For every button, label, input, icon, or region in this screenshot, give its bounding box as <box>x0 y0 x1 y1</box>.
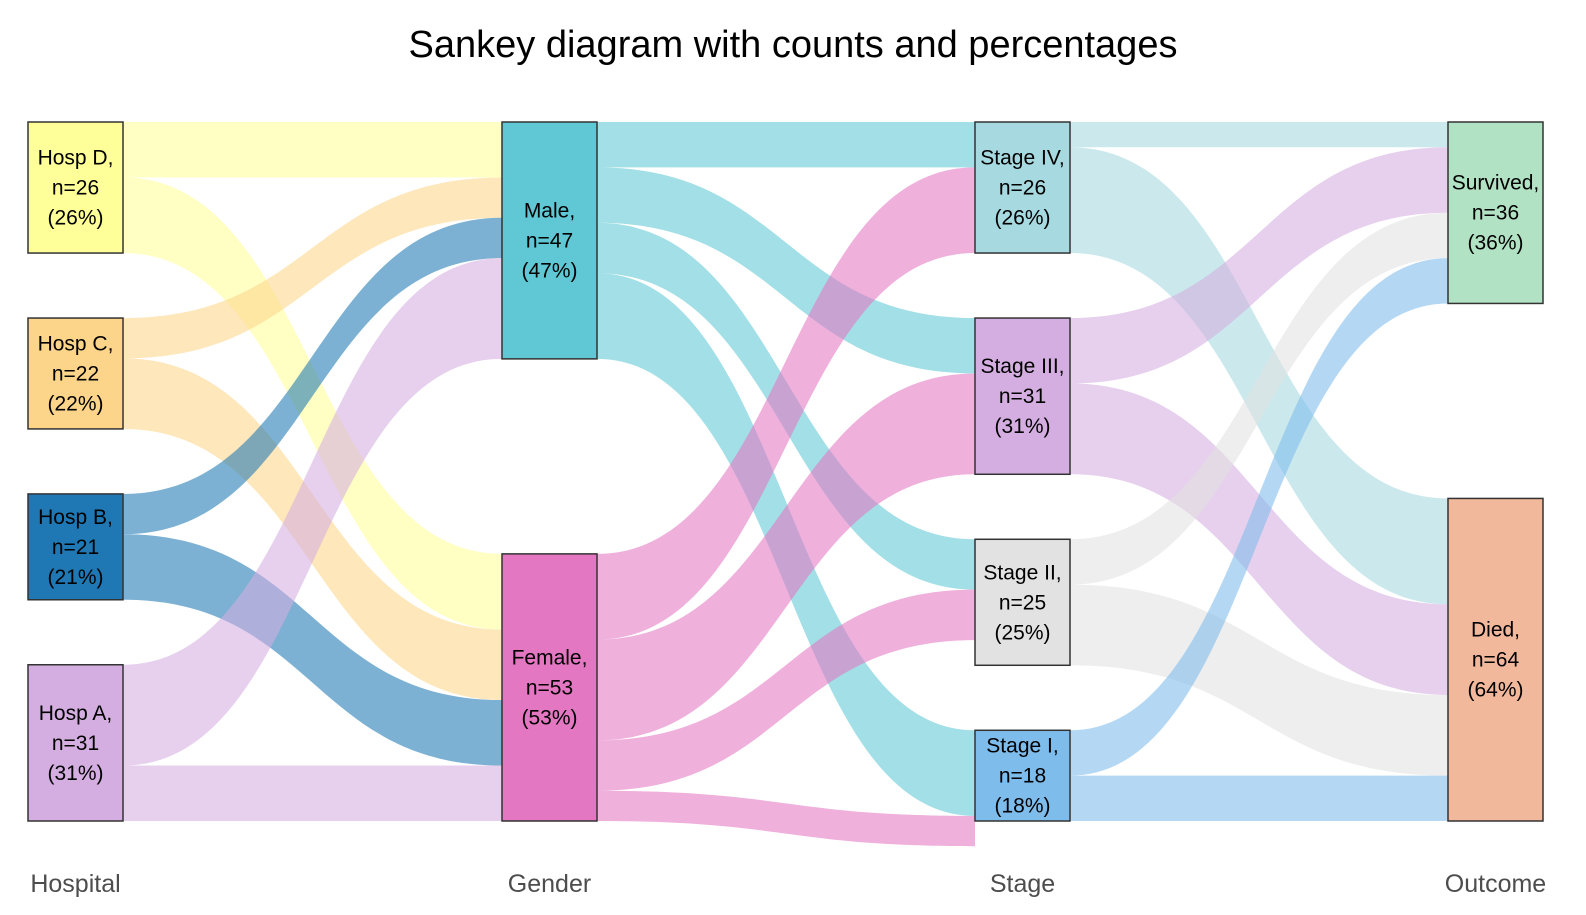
node-hospB <box>27 493 124 601</box>
node-label-line: Stage II, <box>983 561 1061 584</box>
node-label-line: (31%) <box>994 415 1050 438</box>
flow-stage1-to-died <box>1070 775 1448 821</box>
node-label-line: (25%) <box>994 621 1050 644</box>
node-label-line: (47%) <box>521 259 577 282</box>
node-label-line: n=64 <box>1472 649 1520 672</box>
flow-stage2-to-survived <box>1070 212 1448 585</box>
node-label-line: Hosp A, <box>39 702 113 725</box>
node-label-stage3: Stage III, n=31 (31%) <box>980 355 1064 438</box>
node-label-line: Stage III, <box>980 355 1064 378</box>
node-label-line: n=31 <box>999 385 1046 408</box>
node-label-line: (18%) <box>994 795 1050 818</box>
node-label-survived: Survived, n=36 (36%) <box>1452 172 1540 255</box>
flow-hospA-to-male <box>123 258 502 766</box>
node-label-line: Hosp D, <box>38 147 114 170</box>
node-label-died: Died, n=64 (64%) <box>1467 619 1523 702</box>
node-label-line: Survived, <box>1452 172 1540 195</box>
node-female <box>501 553 598 822</box>
axis-label-hospital: Hospital <box>30 870 120 898</box>
flow-stage3-to-survived <box>1070 147 1448 384</box>
node-survived <box>1447 121 1544 305</box>
node-label-line: n=47 <box>526 229 573 252</box>
flow-female-to-stage1 <box>597 790 975 847</box>
node-hospA <box>27 664 124 822</box>
flow-hospC-to-male <box>123 177 502 359</box>
flow-stage2-to-died <box>1070 584 1448 776</box>
flow-stage1-to-survived <box>1070 258 1448 776</box>
node-label-line: (26%) <box>47 207 103 230</box>
flow-hospD-to-male <box>123 122 502 178</box>
node-label-female: Female, n=53 (53%) <box>512 646 588 729</box>
node-label-line: n=25 <box>999 591 1046 614</box>
node-label-line: n=21 <box>52 536 99 559</box>
flow-stage4-to-survived <box>1070 122 1448 148</box>
node-label-line: (31%) <box>47 762 103 785</box>
node-label-line: Hosp C, <box>38 332 114 355</box>
node-label-line: n=31 <box>52 732 99 755</box>
node-label-line: n=26 <box>52 177 99 200</box>
node-label-line: n=36 <box>1472 202 1519 225</box>
node-label-line: n=22 <box>52 362 99 385</box>
node-hospD <box>27 121 124 254</box>
node-label-line: Hosp B, <box>38 506 113 529</box>
node-stage4 <box>974 121 1071 254</box>
node-label-line: Died, <box>1471 619 1520 642</box>
node-label-male: Male, n=47 (47%) <box>521 199 577 282</box>
chart-title: Sankey diagram with counts and percentag… <box>408 24 1178 66</box>
flow-stage4-to-died <box>1070 147 1448 605</box>
node-label-line: Male, <box>524 199 575 222</box>
node-label-line: (21%) <box>47 566 103 589</box>
flow-hospB-to-female <box>123 534 502 766</box>
axis-label-gender: Gender <box>508 870 591 898</box>
node-label-hospA: Hosp A, n=31 (31%) <box>39 702 113 785</box>
node-label-stage4: Stage IV, n=26 (26%) <box>980 147 1064 230</box>
node-died <box>1447 497 1544 822</box>
node-label-line: n=53 <box>526 676 573 699</box>
node-label-line: Female, <box>512 646 588 669</box>
node-label-line: n=26 <box>999 177 1046 200</box>
node-hospC <box>27 317 124 430</box>
node-label-line: (64%) <box>1467 679 1523 702</box>
node-label-hospD: Hosp D, n=26 (26%) <box>38 147 114 230</box>
node-label-line: (22%) <box>47 392 103 415</box>
node-label-line: Stage I, <box>986 735 1058 758</box>
flow-female-to-stage4 <box>597 167 975 640</box>
node-label-line: (53%) <box>521 706 577 729</box>
flow-hospA-to-female <box>123 765 502 821</box>
node-label-line: n=18 <box>999 765 1046 788</box>
node-label-line: (36%) <box>1467 232 1523 255</box>
flow-hospB-to-male <box>123 217 502 535</box>
node-label-line: (26%) <box>994 207 1050 230</box>
node-label-line: Stage IV, <box>980 147 1064 170</box>
node-label-hospC: Hosp C, n=22 (22%) <box>38 332 114 415</box>
node-stage2 <box>974 538 1071 667</box>
node-stage3 <box>974 317 1071 476</box>
flow-male-to-stage3 <box>597 167 975 374</box>
flow-hospD-to-female <box>123 177 502 630</box>
node-label-stage1: Stage I, n=18 (18%) <box>986 735 1058 818</box>
axis-label-stage: Stage <box>990 870 1055 898</box>
node-label-hospB: Hosp B, n=21 (21%) <box>38 506 113 589</box>
flow-female-to-stage3 <box>597 373 975 741</box>
flow-male-to-stage4 <box>597 122 975 168</box>
node-male <box>501 121 598 360</box>
node-label-stage2: Stage II, n=25 (25%) <box>983 561 1061 644</box>
axis-label-outcome: Outcome <box>1445 870 1546 898</box>
flow-female-to-stage2 <box>597 589 975 791</box>
node-stage1 <box>974 729 1071 822</box>
